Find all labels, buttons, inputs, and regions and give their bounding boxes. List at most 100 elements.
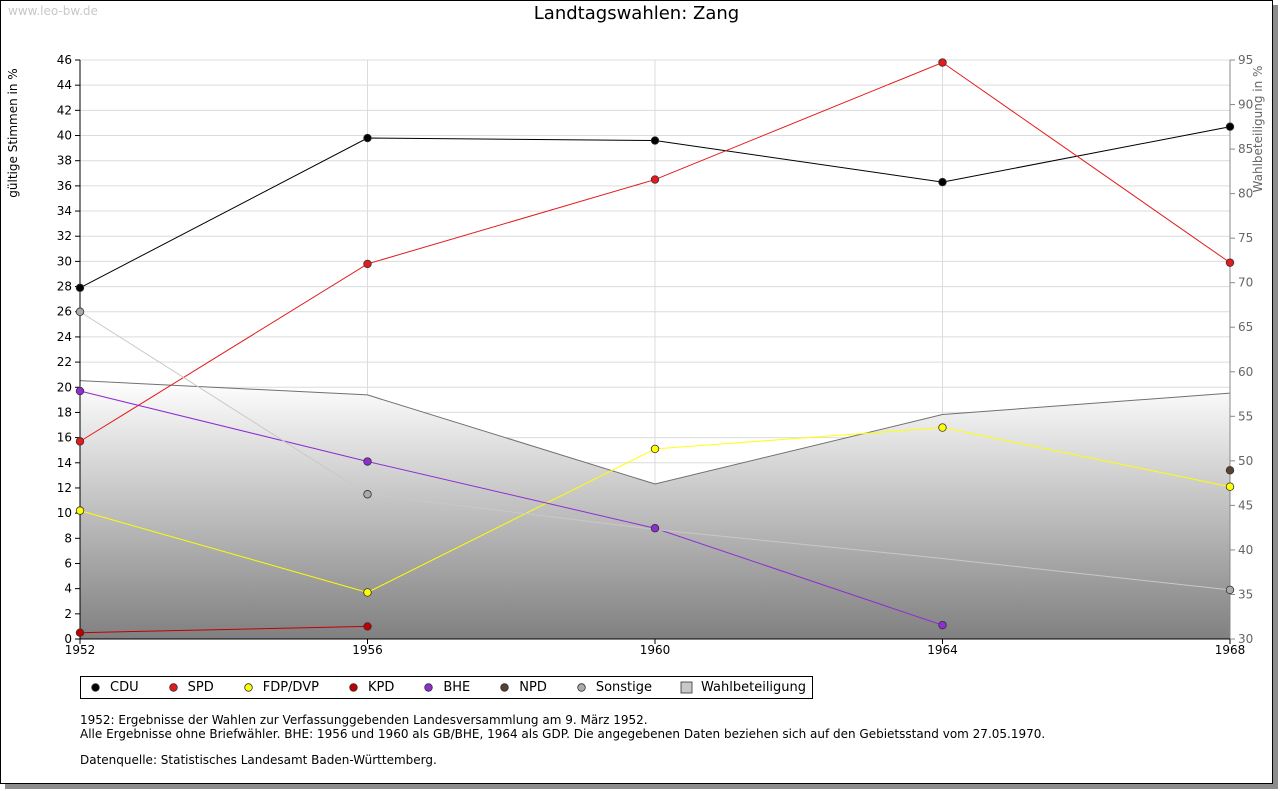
legend-label-npd: NPD <box>519 680 547 695</box>
y-tick-label-6: 6 <box>64 556 72 570</box>
turnout-area-layer <box>79 380 1231 639</box>
data-point-kpd-1952 <box>75 628 85 637</box>
x-tick-label-1956: 1956 <box>352 643 383 657</box>
data-point-spd-1952 <box>75 437 85 446</box>
y-tick-label-18: 18 <box>57 405 72 419</box>
data-point-npd-1968 <box>1225 466 1235 475</box>
y-tick-label-22: 22 <box>57 355 72 369</box>
y-tick-label-32: 32 <box>57 229 72 243</box>
legend-marker-wahlbeteiligung <box>680 681 693 694</box>
legend-marker-kpd <box>349 683 358 692</box>
legend-label-sonstige: Sonstige <box>595 680 653 695</box>
legend-item-sonstige: Sonstige <box>575 680 652 695</box>
y-tick-label-8: 8 <box>64 531 72 545</box>
y-tick-label-40: 40 <box>57 129 72 143</box>
data-point-fdp-dvp-1960 <box>650 444 660 454</box>
x-tick-label-1968: 1968 <box>1215 643 1246 657</box>
data-point-spd-1964 <box>938 58 947 67</box>
data-point-kpd-1956 <box>363 622 372 631</box>
y-tick-label-0: 0 <box>64 632 72 646</box>
x-tick-label-1960: 1960 <box>640 643 671 657</box>
data-point-fdp-dvp-1952 <box>75 506 85 515</box>
y-axis-label: gültige Stimmen in % <box>6 68 20 197</box>
legend-label-fdp-dvp: FDP/DVP <box>262 680 319 695</box>
legend-item-fdp-dvp: FDP/DVP <box>242 680 319 695</box>
data-point-bhe-1960 <box>650 524 660 533</box>
data-point-cdu-1968 <box>1225 122 1235 131</box>
data-point-fdp-dvp-1956 <box>363 588 372 597</box>
legend-item-bhe: BHE <box>422 680 470 695</box>
legend-item-npd: NPD <box>498 680 547 695</box>
y2-tick-label-65: 65 <box>1238 320 1253 334</box>
turnout-area <box>80 380 1230 639</box>
y2-tick-label-55: 55 <box>1238 409 1253 423</box>
legend-label-cdu: CDU <box>110 680 139 695</box>
data-point-cdu-1956 <box>363 133 372 143</box>
data-point-spd-1968 <box>1225 258 1235 267</box>
data-source: Datenquelle: Statistisches Landesamt Bad… <box>80 753 437 767</box>
footnote-briefwaehler: Alle Ergebnisse ohne Briefwähler. BHE: 1… <box>80 727 1046 741</box>
y-tick-label-30: 30 <box>57 254 72 268</box>
x-tick-label-1964: 1964 <box>927 643 958 657</box>
legend-item-wahlbeteiligung: Wahlbeteiligung <box>680 680 806 695</box>
y-tick-label-26: 26 <box>57 305 72 319</box>
footnotes: 1952: Ergebnisse der Wahlen zur Verfassu… <box>80 713 1045 767</box>
y2-tick-label-85: 85 <box>1238 142 1253 156</box>
y-tick-label-38: 38 <box>57 154 72 168</box>
y-tick-label-28: 28 <box>57 280 72 294</box>
data-point-bhe-1964 <box>938 620 947 630</box>
legend-label-bhe: BHE <box>443 680 471 695</box>
legend: CDU SPD FDP/DVP KPD BHE NPD Sonstige Wahlbeteil… <box>80 676 814 699</box>
y-tick-label-2: 2 <box>64 607 72 621</box>
legend-item-cdu: CDU <box>89 680 139 695</box>
data-point-sonstige-1952 <box>75 307 85 316</box>
y-tick-label-10: 10 <box>57 506 72 520</box>
data-point-spd-1956 <box>363 259 372 269</box>
y2-axis-label: Wahlbeteiligung in % <box>1251 66 1265 193</box>
data-point-cdu-1960 <box>650 136 660 145</box>
watermark: www.leo-bw.de <box>8 4 98 18</box>
y-tick-label-42: 42 <box>57 103 72 117</box>
y2-tick-label-75: 75 <box>1238 231 1253 245</box>
data-point-cdu-1952 <box>75 283 85 293</box>
legend-marker-sonstige <box>577 683 586 692</box>
legend-item-spd: SPD <box>167 680 214 695</box>
legend-marker-npd <box>500 683 509 692</box>
x-tick-label-1952: 1952 <box>65 643 96 657</box>
y2-tick-label-40: 40 <box>1238 543 1253 557</box>
y-tick-label-20: 20 <box>57 380 72 394</box>
legend-marker-cdu <box>91 683 100 692</box>
y-tick-label-24: 24 <box>57 330 72 344</box>
turnout-line <box>79 380 1231 485</box>
legend-label-kpd: KPD <box>367 680 395 695</box>
y-tick-label-14: 14 <box>57 456 72 470</box>
legend-item-kpd: KPD <box>347 680 394 695</box>
legend-marker-spd <box>168 683 178 692</box>
data-point-fdp-dvp-1964 <box>938 423 947 432</box>
y2-tick-label-35: 35 <box>1238 587 1253 601</box>
y2-tick-label-80: 80 <box>1238 187 1253 201</box>
legend-marker-fdp-dvp <box>244 683 253 692</box>
data-point-bhe-1952 <box>75 386 85 396</box>
series-line-bhe <box>79 390 943 626</box>
data-point-sonstige-1956 <box>363 490 372 499</box>
y2-tick-label-60: 60 <box>1238 365 1253 379</box>
y-tick-label-34: 34 <box>57 204 72 218</box>
legend-marker-bhe <box>424 683 434 692</box>
series-points <box>75 58 1235 637</box>
y-tick-label-44: 44 <box>57 78 72 92</box>
axes: 0246810121416182022242628303234363840424… <box>57 53 1254 657</box>
legend-label-spd: SPD <box>187 680 214 695</box>
y-tick-label-12: 12 <box>57 481 72 495</box>
data-point-cdu-1964 <box>938 177 947 187</box>
data-point-bhe-1956 <box>363 457 372 466</box>
y2-tick-label-30: 30 <box>1238 632 1253 646</box>
y2-tick-label-90: 90 <box>1238 98 1253 112</box>
data-point-sonstige-1968 <box>1225 585 1235 595</box>
y2-tick-label-50: 50 <box>1238 454 1253 468</box>
y-tick-label-4: 4 <box>64 582 72 596</box>
legend-label-wahlbeteiligung: Wahlbeteiligung <box>701 680 807 695</box>
y2-tick-label-45: 45 <box>1238 498 1253 512</box>
y2-tick-label-70: 70 <box>1238 276 1253 290</box>
y2-tick-label-95: 95 <box>1238 53 1253 67</box>
